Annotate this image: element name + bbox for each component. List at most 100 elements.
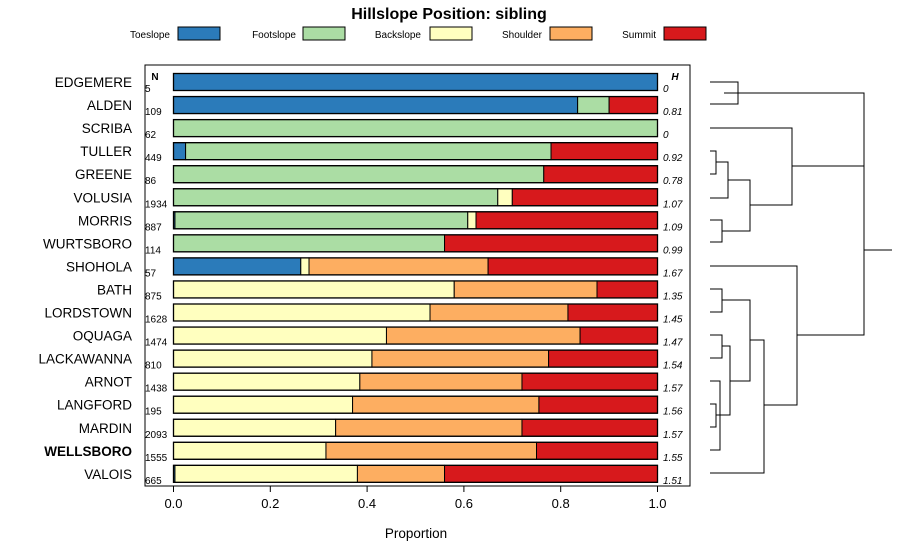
- bar-segment: [371, 349, 550, 368]
- bar-outline: [172, 211, 659, 230]
- legend-label: Footslope: [252, 30, 296, 41]
- dendro-branch: [710, 161, 729, 199]
- soil-label: TULLER: [80, 144, 132, 159]
- soil-label: BATH: [97, 282, 132, 297]
- dendro-branch: [710, 288, 723, 313]
- bar-segment: [352, 395, 540, 414]
- bar-segment: [173, 165, 545, 184]
- x-tick-label: 0.4: [358, 496, 376, 511]
- bar-segment: [467, 211, 477, 230]
- h-value: 1.54: [663, 361, 683, 372]
- x-tick-label: 1.0: [648, 496, 666, 511]
- h-header: H: [671, 72, 679, 83]
- h-value: 1.56: [663, 407, 683, 418]
- dendro-branch: [710, 265, 798, 406]
- h-value: 0.81: [663, 107, 682, 118]
- bar-segment: [475, 211, 658, 230]
- legend-swatch: [549, 26, 593, 41]
- bar-segment: [185, 142, 552, 161]
- bar-segment: [608, 96, 658, 115]
- bar-segment: [173, 142, 187, 161]
- n-value: 887: [145, 222, 162, 233]
- bar-outline: [172, 95, 659, 115]
- soil-label: MARDIN: [79, 421, 132, 436]
- bar-segment: [173, 188, 499, 207]
- bar-segment: [173, 119, 658, 138]
- bar-segment: [521, 418, 658, 437]
- bar-outline: [172, 441, 659, 460]
- bar-segment: [548, 349, 658, 368]
- chart-title: Hillslope Position: sibling: [351, 6, 547, 23]
- soil-label: OQUAGA: [73, 329, 132, 344]
- bar-segment: [174, 464, 358, 483]
- h-value: 0: [663, 84, 669, 95]
- bar-segment: [550, 142, 659, 161]
- soil-label: WURTSBORO: [43, 236, 132, 251]
- n-value: 1438: [145, 384, 168, 395]
- bar-outline: [172, 72, 659, 92]
- h-value: 1.57: [663, 384, 683, 395]
- dendro-branch: [710, 219, 723, 243]
- bar-segment: [511, 188, 658, 207]
- n-value: 1934: [145, 199, 168, 210]
- bar-segment: [356, 464, 446, 483]
- h-value: 1.51: [663, 476, 682, 487]
- h-value: 1.67: [663, 268, 683, 279]
- bar-segment: [300, 257, 310, 276]
- bar-outline: [172, 188, 659, 207]
- soil-label: LACKAWANNA: [38, 352, 132, 367]
- bar-outline: [172, 395, 659, 414]
- dendro-branch: [710, 150, 717, 175]
- bar-segment: [538, 395, 658, 414]
- soil-label: VOLUSIA: [73, 190, 132, 205]
- legend-swatch: [429, 26, 473, 41]
- n-value: 2093: [145, 430, 168, 441]
- h-value: 0.99: [663, 245, 683, 256]
- soil-label: EDGEMERE: [55, 75, 132, 90]
- legend: Toeslope Footslope Backslope Shoulder Summit: [130, 26, 707, 41]
- n-value: 1474: [145, 338, 168, 349]
- bar-outline: [172, 234, 659, 253]
- bar-segment: [173, 303, 431, 322]
- bar-segment: [173, 257, 302, 276]
- h-value: 1.35: [663, 291, 683, 302]
- legend-swatch: [177, 26, 221, 41]
- soil-label: WELLSBORO: [44, 444, 132, 459]
- h-value: 0: [663, 130, 669, 141]
- bar-outline: [172, 257, 659, 276]
- dendro-branch: [710, 403, 717, 428]
- n-value: 62: [145, 130, 157, 141]
- plot-panel: [144, 64, 691, 487]
- bar-segment: [577, 96, 610, 115]
- dendro-branch: [710, 334, 723, 359]
- x-tick-label: 0.8: [552, 496, 570, 511]
- n-value: 875: [145, 291, 162, 302]
- x-tick-label: 0.6: [455, 496, 473, 511]
- bar-segment: [173, 73, 658, 91]
- n-value: 109: [145, 107, 162, 118]
- n-value: 86: [145, 176, 157, 187]
- bar-segment: [444, 234, 659, 253]
- n-value: 57: [145, 268, 157, 279]
- h-value: 1.45: [663, 315, 683, 326]
- soil-label: LANGFORD: [57, 398, 132, 413]
- dendro-branch: [797, 166, 865, 336]
- h-value: 1.09: [663, 222, 683, 233]
- n-header: N: [151, 72, 158, 83]
- h-value: 0.92: [663, 153, 683, 164]
- bar-outline: [172, 303, 659, 322]
- bar-segment: [173, 349, 373, 368]
- bar-rows: EDGEMERE 5 0 ALDEN 109 0.81 SCRIBA 62 0 TULLER 449…: [38, 72, 683, 487]
- soil-label: LORDSTOWN: [44, 306, 132, 321]
- bar-segment: [444, 464, 659, 483]
- n-value: 810: [145, 361, 162, 372]
- bar-segment: [308, 257, 489, 276]
- bar-outline: [172, 141, 659, 161]
- h-value: 1.47: [663, 338, 683, 349]
- bar-outline: [172, 118, 659, 138]
- soil-label: VALOIS: [84, 467, 132, 482]
- bar-segment: [359, 372, 523, 391]
- bar-segment: [536, 441, 658, 460]
- bar-outline: [172, 349, 659, 368]
